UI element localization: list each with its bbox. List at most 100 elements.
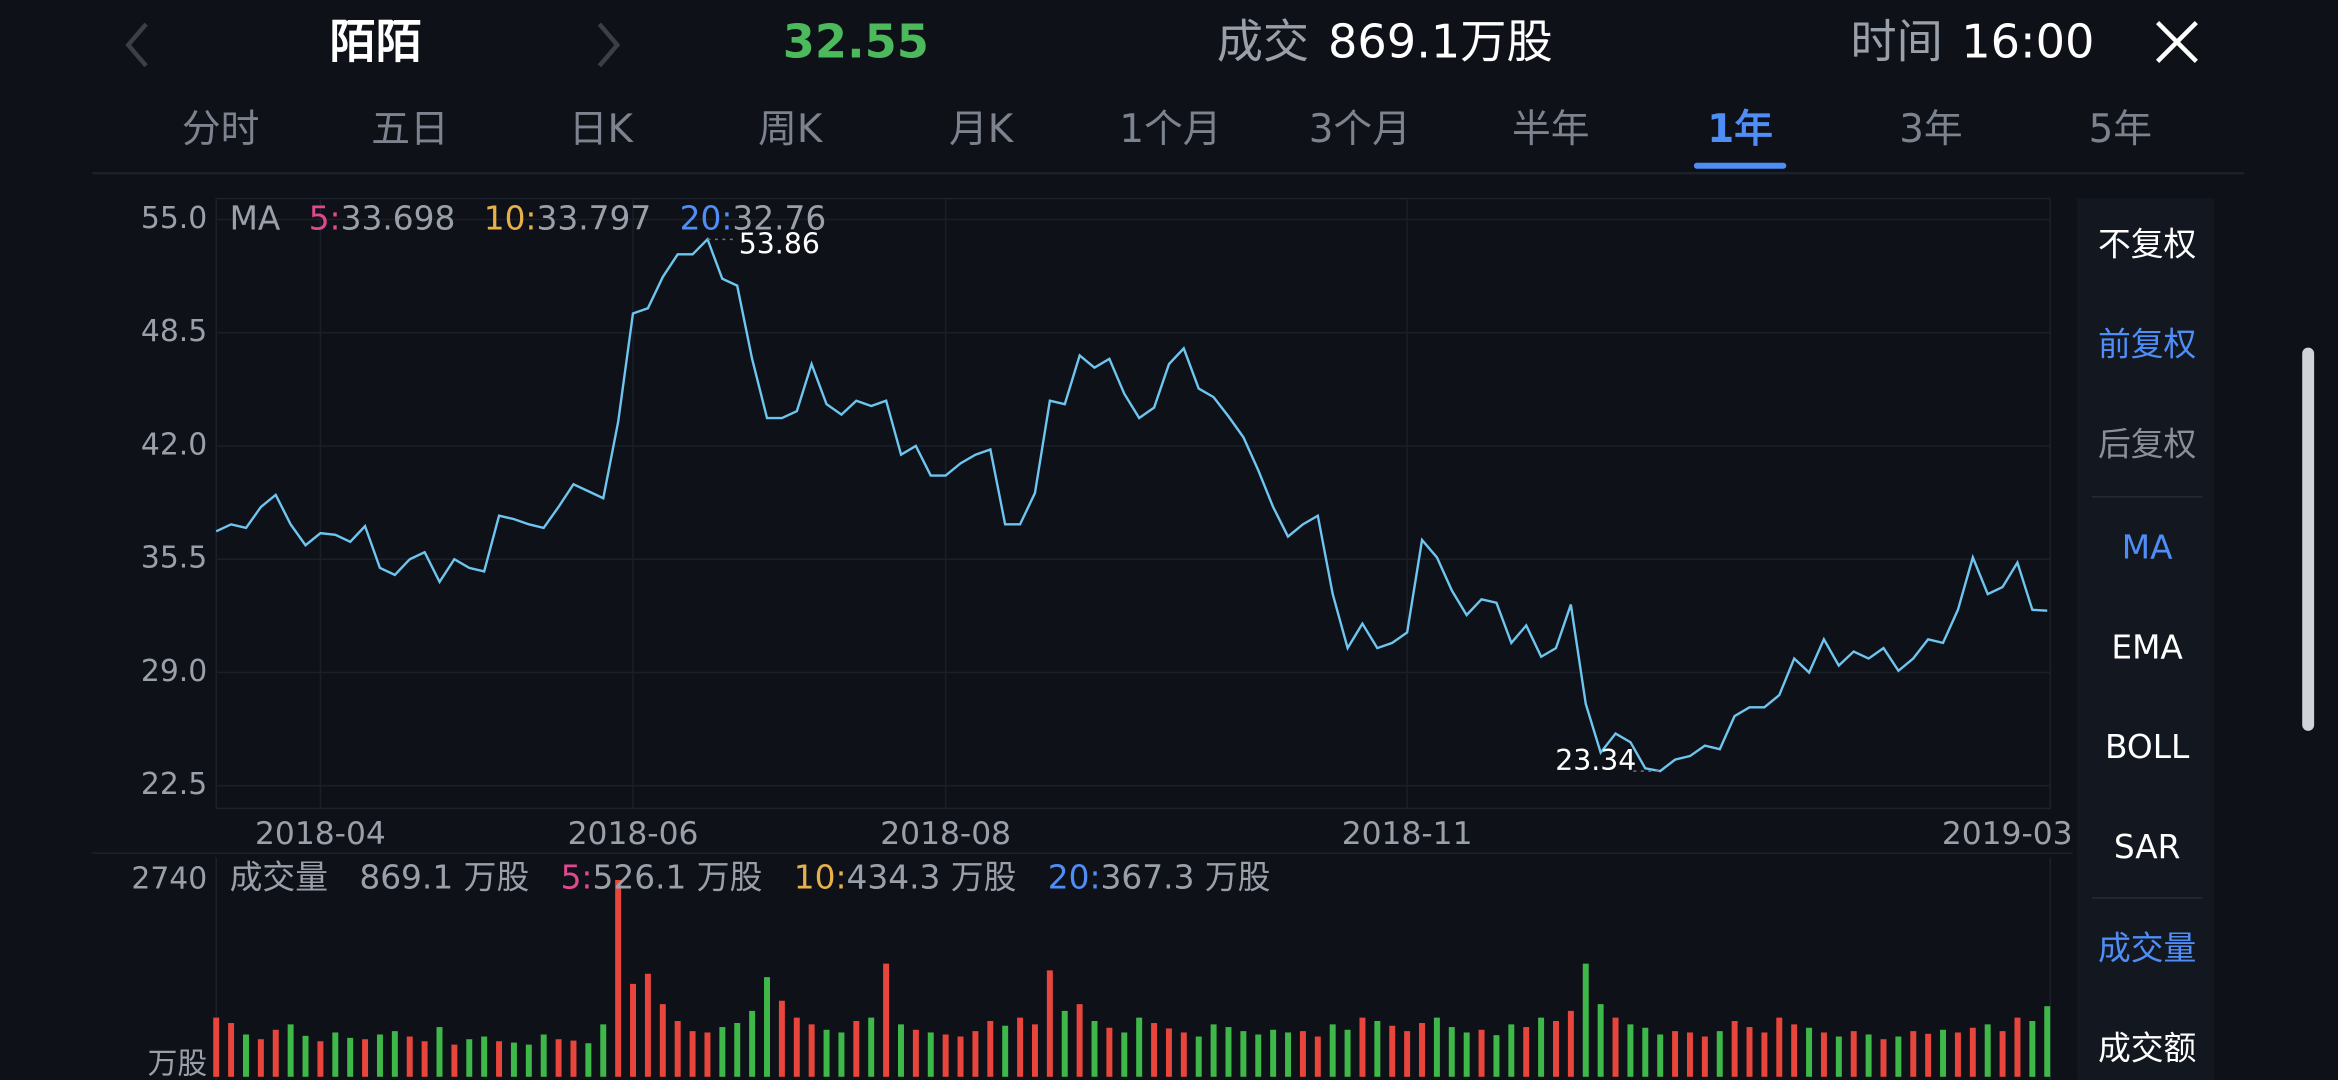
volume-bar — [1657, 1034, 1664, 1077]
legend-label: 10: — [484, 199, 537, 237]
menu-item[interactable]: 不复权 — [2098, 226, 2196, 264]
tab[interactable]: 日K — [569, 107, 635, 152]
volume-bar — [1925, 1033, 1932, 1077]
volume-bar — [1746, 1027, 1753, 1077]
volume-bar — [600, 1024, 607, 1077]
volume-bar — [927, 1032, 934, 1077]
volume-bar — [734, 1023, 741, 1077]
volume-bar — [451, 1044, 458, 1077]
menu-item[interactable]: 成交量 — [2098, 930, 2196, 968]
next-arrow[interactable] — [597, 22, 621, 68]
tab[interactable]: 五日 — [371, 107, 449, 152]
legend-value: 33.698 — [341, 199, 456, 237]
volume-bar — [1642, 1027, 1649, 1077]
volume-bar — [1404, 1031, 1411, 1077]
volume-bar — [1791, 1024, 1798, 1077]
high-label: 53.86 — [739, 227, 820, 260]
legend-value: 869.1 万股 — [359, 858, 529, 896]
volume-bar — [1776, 1017, 1783, 1077]
close-button[interactable] — [2155, 21, 2198, 63]
volume-bar — [1597, 1004, 1604, 1077]
tab[interactable]: 半年 — [1512, 107, 1590, 152]
volume-bar — [1299, 1031, 1306, 1077]
tab[interactable]: 1个月 — [1119, 107, 1221, 152]
volume-bar — [778, 1000, 785, 1077]
volume-bar — [1999, 1031, 2006, 1077]
legend-value: 367.3 万股 — [1101, 858, 1271, 896]
menu-item[interactable]: SAR — [2114, 828, 2181, 866]
volume-bar — [1612, 1017, 1619, 1077]
scrollbar — [2302, 347, 2315, 731]
volume-label: 成交 — [1217, 14, 1309, 68]
menu-item[interactable]: MA — [2122, 528, 2173, 566]
volume-bar — [1106, 1027, 1113, 1077]
volume-bar — [749, 1010, 756, 1077]
volume-bar — [704, 1032, 711, 1077]
prev-arrow[interactable] — [125, 22, 148, 68]
tab[interactable]: 分时 — [182, 107, 260, 152]
volume-bar — [1701, 1036, 1708, 1077]
volume-bar — [362, 1039, 369, 1077]
tab[interactable]: 3个月 — [1309, 107, 1411, 152]
volume-bar — [228, 1023, 235, 1077]
charts: 55.0 48.5 42.0 35.5 29.0 22.5 2018-04 2018-06 20… — [131, 198, 2073, 1080]
tab[interactable]: 3年 — [1899, 107, 1962, 152]
volume-bar — [436, 1027, 443, 1077]
tab[interactable]: 月K — [949, 107, 1015, 152]
volume-bar — [853, 1020, 860, 1077]
volume-bar — [1374, 1020, 1381, 1077]
volume-bar — [1478, 1029, 1485, 1077]
x-tick-label: 2019-03 — [1942, 816, 2073, 852]
volume-bar — [1419, 1023, 1425, 1077]
volume-bar — [1240, 1031, 1247, 1077]
volume-bar — [1567, 1010, 1574, 1077]
tab[interactable]: 1年 — [1707, 107, 1773, 152]
volume-bar — [1359, 1017, 1366, 1077]
volume-bar — [272, 1029, 279, 1077]
volume-bar — [659, 1004, 666, 1077]
volume-bar — [674, 1020, 681, 1077]
volume-bar — [1180, 1032, 1187, 1077]
volume-bar — [1002, 1025, 1009, 1077]
tab[interactable]: 5年 — [2089, 107, 2152, 152]
volume-bar — [2044, 1006, 2051, 1077]
stock-name: 陌陌 — [330, 14, 422, 68]
legend-value: 434.3 万股 — [847, 858, 1017, 896]
ma-legend: MA 5:33.698 10:33.797 20:32.76 — [230, 199, 827, 237]
price-line — [215, 237, 2048, 773]
volume-bar — [1731, 1020, 1738, 1077]
tab[interactable]: 周K — [758, 107, 824, 152]
legend-title: 成交量 — [230, 858, 328, 896]
y-tick-label: 22.5 — [141, 767, 207, 802]
volume-bar — [1210, 1024, 1217, 1077]
menu-item[interactable]: EMA — [2111, 628, 2183, 666]
volume-bar — [2029, 1020, 2036, 1077]
legend-value: 526.1 万股 — [592, 858, 762, 896]
volume-bar — [764, 977, 770, 1077]
volume-bar — [1225, 1027, 1232, 1077]
menu-item[interactable]: 成交额 — [2098, 1029, 2196, 1067]
volume-bar — [644, 973, 651, 1077]
volume-bar — [719, 1027, 726, 1077]
legend-title: MA — [230, 199, 281, 237]
volume-bar — [1686, 1032, 1693, 1077]
volume-bar — [1806, 1027, 1813, 1077]
volume-bar — [630, 983, 637, 1077]
volume-bar — [1433, 1017, 1440, 1077]
volume-bar — [376, 1034, 383, 1077]
volume-bar — [496, 1041, 503, 1077]
time: 16:00 — [1961, 14, 2094, 68]
volume-bar — [1850, 1031, 1857, 1077]
volume-bar — [957, 1036, 964, 1077]
volume-bar — [213, 1017, 220, 1077]
volume-bar — [1463, 1032, 1470, 1077]
volume-bar — [1538, 1017, 1545, 1077]
volume-legend: 成交量 869.1 万股 5:526.1 万股 10:434.3 万股 20:3… — [230, 858, 1271, 896]
menu-item[interactable]: 后复权 — [2098, 426, 2196, 464]
menu-item[interactable]: 前复权 — [2098, 326, 2196, 364]
volume-bar — [555, 1039, 562, 1077]
volume-bar — [2014, 1017, 2021, 1077]
volume-bar — [1954, 1032, 1961, 1077]
menu-item[interactable]: BOLL — [2105, 728, 2190, 766]
